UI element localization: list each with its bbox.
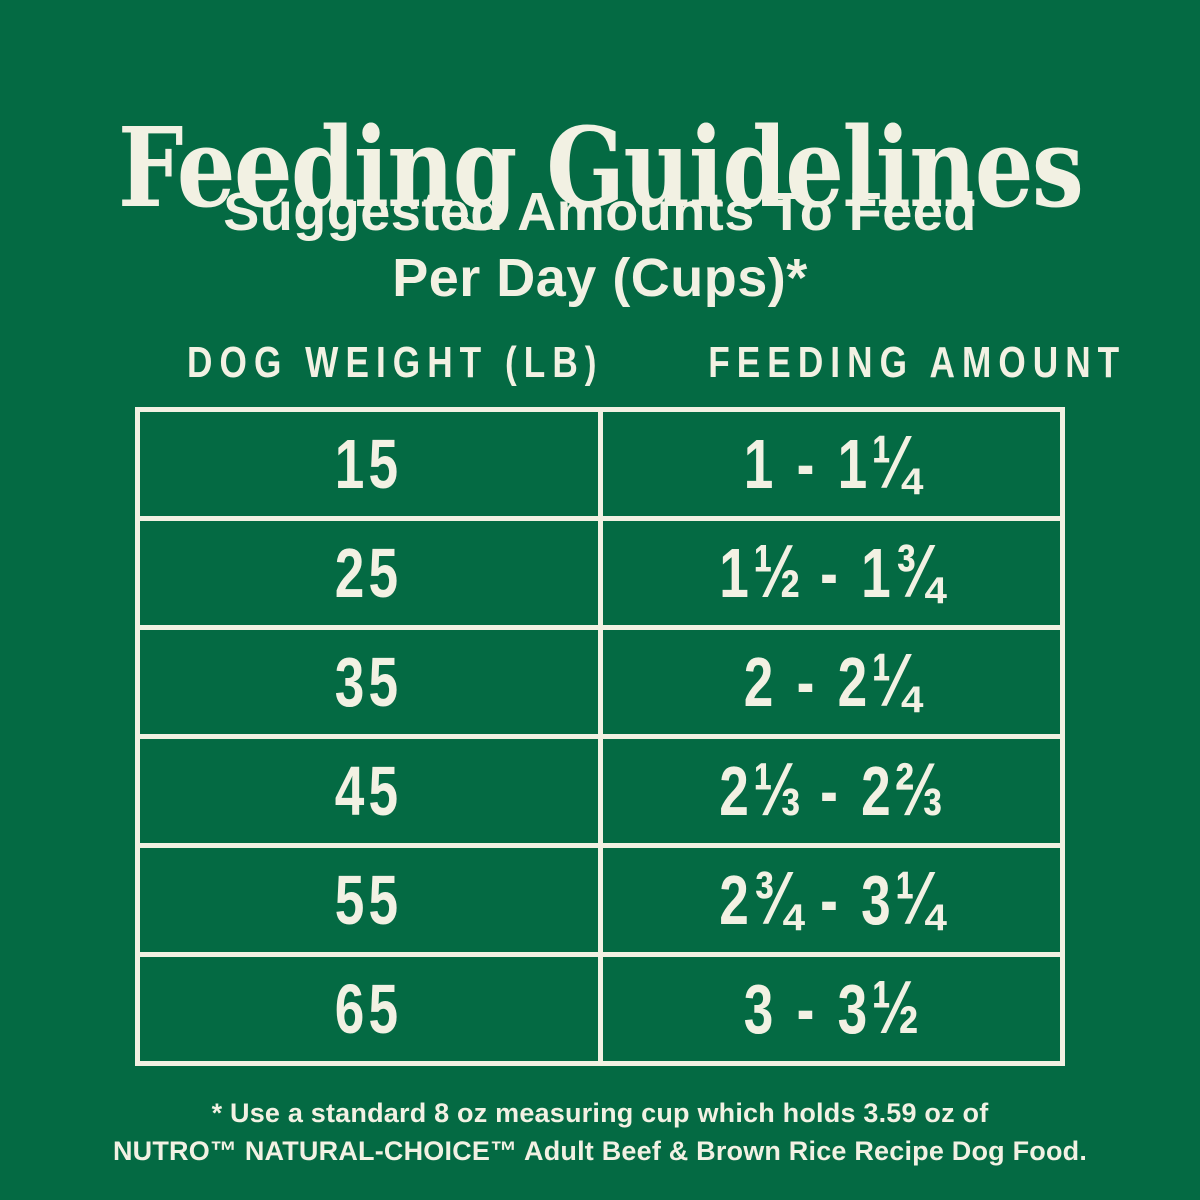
amount-cell: 1 - 1¼ [602,412,1060,516]
feeding-table: 15 1 - 1¼ 25 1½ - 1¾ 35 2 - 2¼ 45 2⅓ - 2… [135,407,1065,1066]
page-title-text: Feeding Guidelines [117,102,1084,232]
subtitle-line-1: Suggested Amounts To Feed [223,182,977,242]
amount-cell: 2 - 2¼ [602,630,1060,734]
column-header-feeding-amount: FEEDING AMOUNT [707,338,1126,387]
amount-cell: 1½ - 1¾ [602,521,1060,625]
footnote-line-1: * Use a standard 8 oz measuring cup whic… [211,1098,989,1128]
table-column-headers: DOG WEIGHT (LB) FEEDING AMOUNT [135,338,1119,388]
weight-cell: 25 [140,521,598,625]
footnote-line-2: NUTRO™ NATURAL-CHOICE™ Adult Beef & Brow… [112,1136,1088,1167]
subtitle: Suggested Amounts To Feed Per Day (Cups)… [0,180,1200,312]
amount-cell: 2⅓ - 2⅔ [602,739,1060,843]
weight-cell: 65 [140,957,598,1061]
subtitle-line-2: Per Day (Cups)* [392,247,808,308]
weight-cell: 35 [140,630,598,734]
column-header-dog-weight: DOG WEIGHT (LB) [187,338,604,387]
amount-cell: 2¾ - 3¼ [602,848,1060,952]
weight-cell: 15 [140,412,598,516]
page-title: Feeding Guidelines [0,102,1200,234]
footnote: * Use a standard 8 oz measuring cup whic… [0,1094,1200,1171]
weight-cell: 55 [140,848,598,952]
amount-cell: 3 - 3½ [602,957,1060,1061]
weight-cell: 45 [140,739,598,843]
